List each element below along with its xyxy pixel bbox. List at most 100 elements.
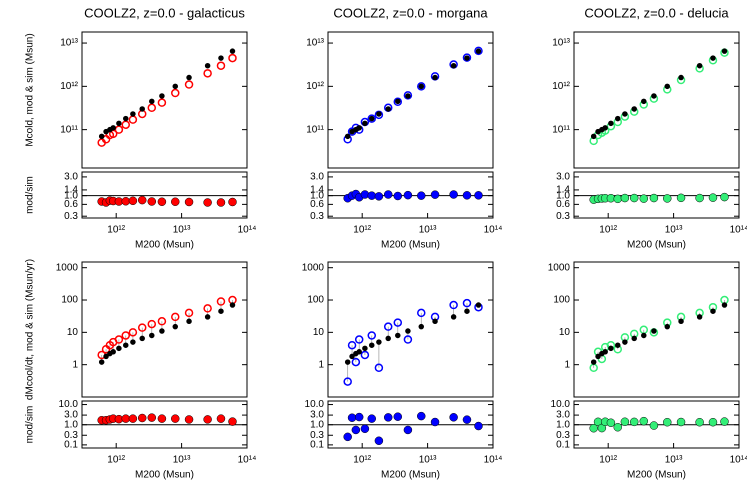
y-tick-label: 1.0	[64, 419, 78, 430]
plot-frame	[81, 31, 248, 169]
y-tick-label: 0.6	[556, 199, 570, 210]
y-tick-label: 1	[72, 359, 78, 370]
sim-point	[641, 98, 647, 105]
ratio-point	[137, 195, 147, 205]
plot-frame	[81, 261, 248, 398]
sim-point	[369, 342, 375, 348]
sim-point	[395, 332, 401, 339]
y-tick-label: 1.4	[556, 185, 570, 196]
sim-point	[376, 111, 382, 117]
y-tick-label: 1.0	[64, 190, 78, 201]
ratio-point	[184, 197, 194, 207]
sim-point	[418, 83, 425, 90]
ratio-point	[157, 414, 167, 423]
x-tick-label: 10¹²	[599, 225, 617, 236]
sim-point	[432, 74, 438, 81]
model-point	[403, 91, 413, 100]
sim-point	[218, 55, 224, 61]
model-point	[203, 304, 212, 313]
y-tick-label: 100	[553, 295, 570, 306]
sim-point	[608, 345, 614, 352]
ratio-point	[695, 417, 704, 427]
ratio-point	[720, 417, 729, 426]
model-point	[417, 82, 426, 91]
sim-point	[464, 55, 470, 61]
sim-point	[130, 339, 136, 345]
sim-point	[159, 93, 165, 99]
model-point	[417, 308, 426, 318]
sim-point	[721, 48, 728, 54]
ratio-point	[606, 418, 616, 428]
ratio-point	[462, 415, 472, 424]
y-tick-label: 0.6	[310, 199, 324, 210]
ratio-point	[147, 413, 157, 422]
ratio-point	[403, 190, 413, 200]
sim-point	[376, 339, 382, 345]
ratio-point	[121, 414, 131, 423]
x-tick-label: 10¹⁴	[730, 225, 747, 236]
sim-point	[641, 332, 647, 339]
ratio-point	[629, 417, 639, 427]
ratio-point	[216, 414, 226, 423]
y-tick-label: 3.0	[64, 172, 78, 183]
ratio-point	[449, 413, 458, 422]
y-tick-label: 10.0	[305, 399, 325, 410]
y-tick-label: 3.0	[310, 172, 324, 183]
sim-point	[344, 359, 351, 365]
sim-point	[622, 111, 628, 117]
y-tick-label: 10¹¹	[552, 124, 570, 135]
y-tick-label: 0.1	[64, 440, 78, 451]
ratio-point	[128, 414, 138, 423]
ratio-point	[184, 415, 194, 424]
x-axis-label: M200 (Msun)	[135, 240, 194, 251]
model-point	[147, 319, 157, 329]
model-point	[474, 46, 483, 56]
model-point	[393, 318, 403, 327]
sim-point	[710, 55, 716, 61]
model-point	[184, 308, 194, 318]
ratio-point	[474, 421, 483, 431]
x-tick-label: 10¹⁴	[238, 455, 257, 466]
x-axis-label: M200 (Msun)	[135, 470, 194, 481]
sim-point	[475, 302, 482, 308]
plot-frame	[81, 171, 248, 219]
sim-point	[218, 308, 224, 314]
ratio-point	[121, 197, 131, 206]
y-tick-label: 10¹³	[306, 38, 324, 49]
ratio-point	[649, 421, 659, 430]
sim-point	[149, 332, 155, 339]
sim-point	[608, 120, 614, 127]
sim-point	[405, 93, 411, 99]
y-tick-label: 10	[313, 327, 325, 338]
model-point	[114, 125, 124, 134]
ratio-point	[147, 197, 157, 206]
ratio-point	[343, 432, 352, 442]
y-tick-label: 10¹²	[552, 81, 570, 92]
y-tick-label: 10.0	[551, 399, 571, 410]
sim-point	[721, 302, 728, 308]
ratio-point	[720, 192, 729, 202]
ratio-point	[620, 193, 630, 203]
x-tick-label: 10¹⁴	[484, 225, 503, 236]
ratio-point	[128, 196, 138, 206]
sim-point	[139, 335, 145, 342]
y-tick-label: 1.4	[64, 185, 78, 196]
sim-point	[139, 106, 145, 112]
ratio-point	[354, 412, 364, 422]
ratio-point	[708, 193, 718, 202]
sim-point	[602, 125, 608, 131]
sim-point	[432, 318, 438, 325]
model-point	[203, 69, 212, 78]
y-tick-label: 1.0	[556, 419, 570, 430]
model-point	[403, 335, 413, 344]
x-axis-label: M200 (Msun)	[627, 470, 686, 481]
sim-point	[186, 318, 192, 325]
sim-point	[631, 106, 637, 112]
model-point	[354, 335, 364, 344]
sim-point	[385, 335, 391, 342]
sim-point	[696, 314, 703, 320]
model-point	[184, 80, 194, 89]
model-point	[462, 53, 472, 62]
ratio-point	[639, 194, 649, 203]
ratio-point	[708, 417, 718, 427]
